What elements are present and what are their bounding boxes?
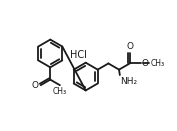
Text: CH₃: CH₃ xyxy=(150,59,164,68)
Text: HCl: HCl xyxy=(70,50,86,60)
Text: O: O xyxy=(31,81,38,90)
Text: O: O xyxy=(142,59,149,68)
Text: CH₃: CH₃ xyxy=(53,88,67,97)
Text: O: O xyxy=(126,42,133,51)
Text: NH₂: NH₂ xyxy=(121,77,138,86)
